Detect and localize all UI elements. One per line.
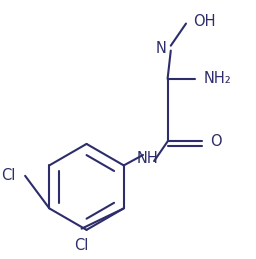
Text: O: O [211,134,222,149]
Text: Cl: Cl [1,168,15,183]
Text: Cl: Cl [74,239,89,254]
Text: N: N [155,41,166,56]
Text: OH: OH [193,14,216,28]
Text: NH: NH [137,151,159,166]
Text: NH₂: NH₂ [203,71,231,86]
